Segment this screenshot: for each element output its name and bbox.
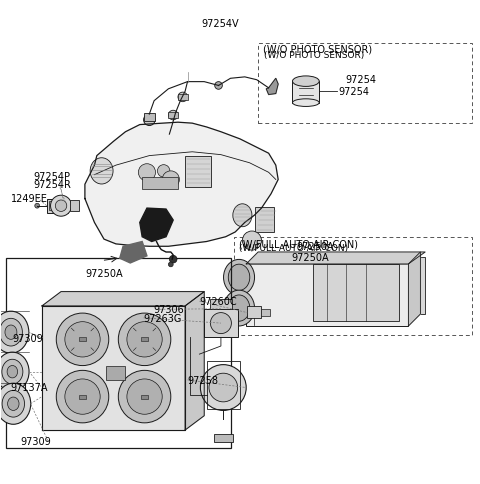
Text: 1249EE: 1249EE [11, 193, 48, 203]
Bar [204, 309, 238, 338]
Circle shape [200, 365, 246, 410]
Text: 97254P: 97254P [34, 171, 71, 182]
Text: 97254R: 97254R [34, 180, 72, 190]
Circle shape [209, 374, 238, 402]
Bar [168, 113, 178, 119]
Polygon shape [42, 292, 204, 306]
Circle shape [118, 371, 171, 423]
Circle shape [56, 371, 109, 423]
Circle shape [144, 115, 155, 126]
Text: 97254: 97254 [338, 87, 369, 96]
Bar [79, 395, 86, 399]
Ellipse shape [292, 77, 319, 87]
Ellipse shape [228, 295, 250, 321]
Polygon shape [185, 292, 204, 430]
Circle shape [118, 314, 171, 366]
Polygon shape [85, 123, 278, 247]
Bar [258, 257, 425, 315]
Text: 97306: 97306 [153, 304, 184, 315]
Circle shape [56, 314, 109, 366]
Circle shape [50, 196, 72, 217]
Bar [214, 434, 233, 442]
Circle shape [178, 93, 188, 103]
Bar [255, 208, 275, 232]
Circle shape [127, 322, 162, 357]
Polygon shape [140, 209, 173, 242]
Bar [141, 395, 148, 399]
Bar [107, 366, 125, 380]
Bar [210, 300, 232, 309]
Text: (W/FULL AUTO AIR CON): (W/FULL AUTO AIR CON) [239, 240, 358, 249]
Text: 97309: 97309 [21, 436, 51, 446]
Bar [6, 258, 231, 448]
Text: (W/O PHOTO SENSOR): (W/O PHOTO SENSOR) [263, 44, 372, 54]
Bar [246, 264, 408, 326]
Text: 97309: 97309 [12, 333, 43, 343]
Text: (W/FULL AUTO AIR CON): (W/FULL AUTO AIR CON) [239, 244, 348, 253]
Bar [234, 237, 472, 335]
Bar [247, 307, 262, 318]
Text: (W/O PHOTO SENSOR): (W/O PHOTO SENSOR) [264, 51, 364, 60]
Circle shape [162, 171, 180, 189]
Polygon shape [408, 253, 420, 326]
Circle shape [210, 313, 231, 334]
Circle shape [138, 165, 156, 182]
Circle shape [168, 262, 173, 267]
Ellipse shape [224, 260, 254, 296]
Bar [141, 338, 148, 342]
Circle shape [168, 111, 178, 121]
Circle shape [55, 200, 67, 212]
Ellipse shape [7, 366, 18, 378]
Circle shape [35, 204, 39, 209]
Ellipse shape [292, 100, 319, 107]
Polygon shape [266, 79, 278, 95]
Text: 97250A: 97250A [85, 268, 122, 278]
Bar [47, 199, 68, 213]
Bar [292, 82, 319, 104]
Ellipse shape [228, 265, 250, 291]
Bar [206, 362, 240, 409]
Circle shape [157, 166, 170, 178]
Circle shape [65, 379, 100, 414]
Ellipse shape [2, 391, 24, 417]
Text: 97250A: 97250A [296, 242, 334, 252]
Bar [258, 44, 472, 124]
Ellipse shape [2, 360, 23, 384]
Circle shape [169, 256, 177, 263]
Text: 97258: 97258 [188, 375, 218, 385]
Text: 97260C: 97260C [199, 297, 237, 306]
Circle shape [127, 379, 162, 414]
Bar [185, 156, 211, 187]
Text: 97250A: 97250A [291, 252, 329, 262]
Polygon shape [120, 242, 147, 263]
Circle shape [215, 82, 222, 90]
Bar [79, 338, 86, 342]
Ellipse shape [8, 397, 19, 410]
Text: 97254: 97254 [345, 75, 376, 85]
Polygon shape [42, 306, 185, 430]
Ellipse shape [90, 158, 113, 184]
Text: 97254V: 97254V [202, 19, 240, 29]
Polygon shape [246, 253, 425, 264]
Bar [178, 95, 188, 101]
Bar [49, 201, 66, 211]
Ellipse shape [233, 204, 252, 227]
Text: 97137A: 97137A [10, 382, 48, 392]
Ellipse shape [0, 383, 31, 424]
Bar [70, 200, 79, 212]
Text: 97263G: 97263G [144, 313, 182, 323]
Ellipse shape [0, 312, 29, 353]
Bar [313, 264, 399, 321]
Bar [142, 178, 178, 190]
Circle shape [65, 322, 100, 357]
Ellipse shape [5, 325, 17, 340]
Bar [262, 309, 270, 316]
Ellipse shape [224, 290, 254, 326]
Circle shape [242, 231, 262, 251]
Ellipse shape [0, 318, 23, 346]
Ellipse shape [0, 352, 29, 392]
Bar [144, 114, 155, 121]
